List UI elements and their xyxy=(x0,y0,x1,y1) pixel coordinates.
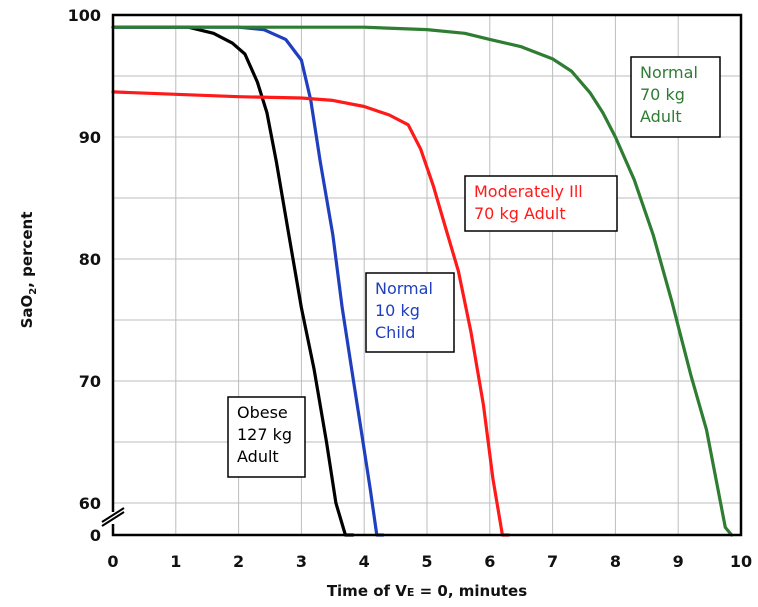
x-tick-label: 1 xyxy=(170,552,181,571)
series-labels: Obese 127 kg Adult Normal 10 kg Child Moderate… xyxy=(227,56,721,478)
series-lines xyxy=(111,25,734,537)
series-label-frame xyxy=(464,175,618,232)
series-label-line: Obese xyxy=(237,403,288,422)
series-label-box-3: Normal 70 kg Adult xyxy=(630,56,721,138)
series-label-line: Adult xyxy=(237,447,279,466)
series-label-frame xyxy=(365,272,455,353)
x-tick-label: 2 xyxy=(233,552,244,571)
x-tick-label: 4 xyxy=(359,552,370,571)
series-label-line: Normal xyxy=(640,63,698,82)
series-label-line: 127 kg xyxy=(237,425,292,444)
series-label-box-1: Normal 10 kg Child xyxy=(365,272,455,353)
y-tick-label: 90 xyxy=(79,128,101,147)
x-tick-label: 9 xyxy=(673,552,684,571)
x-tick-label: 0 xyxy=(107,552,118,571)
y-tick-label: 80 xyxy=(79,250,101,269)
series-label-line: Adult xyxy=(640,107,682,126)
x-axis-title: Time of VE = 0, minutes xyxy=(327,582,527,600)
x-tick-label: 10 xyxy=(730,552,752,571)
x-tick-label: 7 xyxy=(547,552,558,571)
x-tick-label: 3 xyxy=(296,552,307,571)
series-label-line: Moderately Ill xyxy=(474,182,583,201)
series-line-2 xyxy=(111,90,511,537)
series-label-box-2: Moderately Ill 70 kg Adult xyxy=(464,175,618,232)
plot-frame xyxy=(111,13,743,537)
y-axis-title: SaO2, percent xyxy=(18,212,39,329)
series-label-line: Normal xyxy=(375,279,433,298)
x-tick-label: 6 xyxy=(484,552,495,571)
y-tick-label: 100 xyxy=(68,6,101,25)
series-label-box-0: Obese 127 kg Adult xyxy=(227,396,306,478)
y-tick-label: 70 xyxy=(79,372,101,391)
series-label-line: Child xyxy=(375,323,415,342)
series-line-3 xyxy=(111,25,734,537)
y-tick-label: 60 xyxy=(79,494,101,513)
series-label-line: 70 kg xyxy=(640,85,685,104)
series-label-frame xyxy=(630,56,721,138)
y-tick-label: 0 xyxy=(90,526,101,545)
axis-break-marker xyxy=(100,507,126,527)
x-tick-label: 5 xyxy=(421,552,432,571)
series-label-line: 70 kg Adult xyxy=(474,204,566,223)
series-line-0 xyxy=(111,25,355,537)
x-tick-label: 8 xyxy=(610,552,621,571)
series-label-line: 10 kg xyxy=(375,301,420,320)
series-label-frame xyxy=(227,396,306,478)
